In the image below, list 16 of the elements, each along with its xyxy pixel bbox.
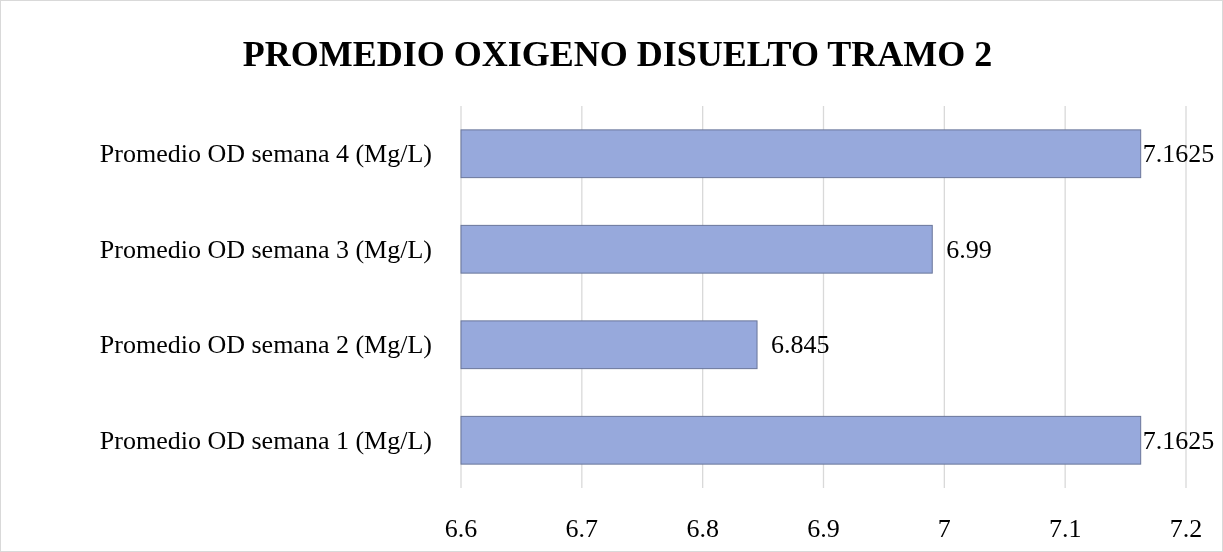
x-tick-label: 7.1: [1048, 513, 1082, 543]
data-label: 7.1625: [1142, 139, 1215, 169]
x-tick-label: 6.9: [807, 513, 840, 543]
x-tick-label: 6.7: [565, 513, 599, 543]
x-tick-label: 7: [937, 513, 951, 543]
y-tick-label: Promedio OD semana 4 (Mg/L): [99, 139, 432, 169]
y-tick-label: Promedio OD semana 3 (Mg/L): [99, 234, 432, 264]
x-tick-label: 6.8: [686, 513, 719, 543]
data-label: 6.845: [771, 330, 830, 360]
chart-title: PROMEDIO OXIGENO DISUELTO TRAMO 2: [242, 34, 993, 74]
y-tick-label: Promedio OD semana 1 (Mg/L): [99, 425, 432, 455]
y-tick-label: Promedio OD semana 2 (Mg/L): [99, 330, 432, 360]
x-tick-label: 7.2: [1169, 513, 1203, 543]
x-tick-label: 6.6: [444, 513, 478, 543]
data-label: 7.1625: [1142, 425, 1215, 455]
data-label: 6.99: [946, 234, 992, 264]
